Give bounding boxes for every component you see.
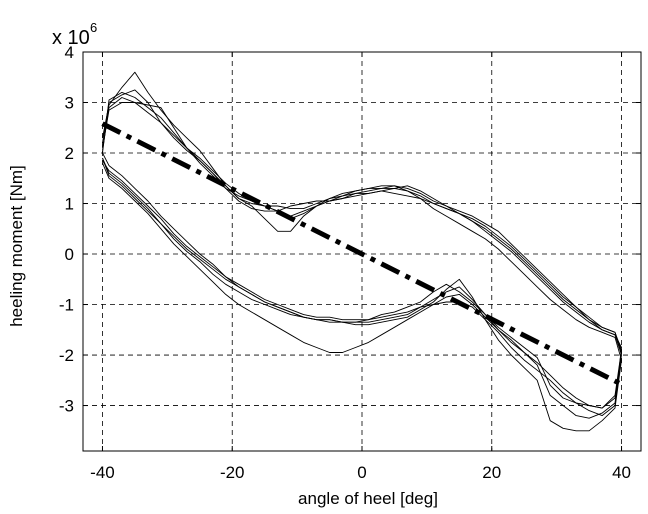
- y-multiplier-prefix: x 10: [52, 27, 90, 49]
- trend-line: [101, 121, 623, 387]
- x-tick-label: 20: [482, 463, 501, 482]
- y-multiplier-exponent: 6: [90, 20, 97, 35]
- x-tick-label: 0: [357, 463, 366, 482]
- x-axis-label: angle of heel [deg]: [298, 489, 438, 508]
- y-tick-label: 2: [65, 144, 74, 163]
- y-tick-label: 0: [65, 245, 74, 264]
- y-tick-label: -3: [59, 397, 74, 416]
- axis-ticks: -40 -20 0 20 40 -3 -2 -1 0 1 2 3 4: [59, 43, 641, 482]
- y-tick-label: 1: [65, 195, 74, 214]
- hysteresis-loop-1: [102, 91, 622, 417]
- x-tick-label: -40: [90, 463, 115, 482]
- x-tick-label: -20: [220, 463, 245, 482]
- y-tick-label: -1: [59, 296, 74, 315]
- y-tick-label: 4: [65, 43, 74, 62]
- hysteresis-loop-4: [102, 89, 622, 419]
- y-tick-label: 3: [65, 94, 74, 113]
- y-tick-label: -2: [59, 346, 74, 365]
- series-group: [101, 71, 623, 432]
- hysteresis-loop-5: [102, 97, 622, 409]
- x-tick-label: 40: [612, 463, 631, 482]
- y-axis-label: heeling moment [Nm]: [7, 165, 26, 327]
